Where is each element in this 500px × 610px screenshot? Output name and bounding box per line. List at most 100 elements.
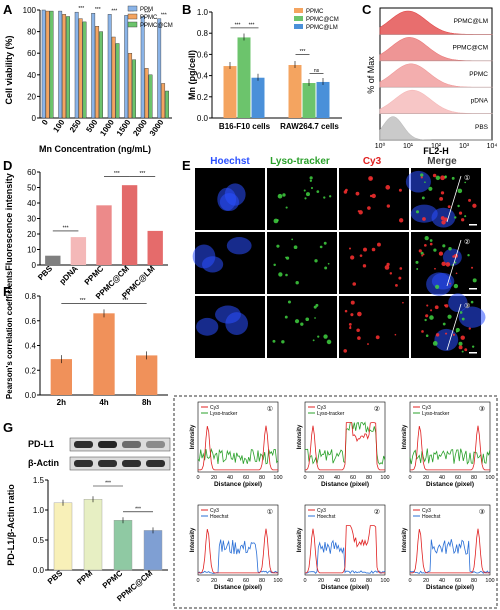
micrograph-puncta bbox=[398, 188, 402, 192]
profile-line bbox=[446, 303, 462, 351]
panel-a-significance: *** bbox=[161, 13, 167, 19]
panel-b-legend-swatch bbox=[294, 16, 303, 21]
profile-marker: ③ bbox=[479, 508, 485, 516]
micrograph-puncta bbox=[470, 300, 474, 304]
profile-curve-cy3 bbox=[304, 525, 385, 574]
profile-xtick-label: 0 bbox=[196, 578, 199, 584]
panel-g-significance: *** bbox=[105, 481, 111, 487]
micrograph-puncta bbox=[395, 283, 398, 287]
micrograph-puncta bbox=[424, 244, 427, 247]
micrograph-puncta bbox=[432, 341, 438, 346]
micrograph-puncta bbox=[471, 345, 475, 348]
panel-f-bar bbox=[93, 313, 115, 395]
panel-a-bar bbox=[95, 26, 100, 119]
profile-curve-secondary bbox=[409, 539, 491, 574]
micrograph-puncta bbox=[425, 334, 429, 337]
micrograph-puncta bbox=[300, 322, 304, 326]
panel-a-bar bbox=[49, 10, 54, 119]
micrograph-puncta bbox=[445, 262, 451, 267]
profile-xtick-label: 100 bbox=[273, 578, 282, 584]
micrograph-puncta bbox=[451, 176, 455, 180]
micrograph-puncta bbox=[348, 247, 352, 250]
panel-a-ylabel: Cell viability (%) bbox=[4, 35, 14, 104]
micrograph-puncta bbox=[429, 315, 434, 320]
micrograph-puncta bbox=[348, 322, 352, 326]
panel-c-xtick-label: 10¹ bbox=[403, 143, 414, 150]
micrograph-puncta bbox=[452, 333, 456, 336]
panel-d-ytick-label: 10 bbox=[27, 246, 36, 255]
panel-a-significance: *** bbox=[128, 9, 134, 15]
profile-ylabel: Intensity bbox=[190, 424, 196, 449]
micrograph-puncta bbox=[385, 185, 391, 190]
panel-letter-b: B bbox=[182, 2, 191, 17]
panel-a-xtick-label: 500 bbox=[84, 118, 99, 135]
micrograph-puncta bbox=[441, 220, 446, 225]
panel-a-ytick-label: 60 bbox=[27, 49, 36, 58]
profile-marker: ② bbox=[374, 405, 380, 413]
micrograph-puncta bbox=[468, 327, 471, 330]
panel-a-ytick-label: 100 bbox=[23, 6, 37, 15]
panel-g-bar bbox=[83, 499, 103, 571]
micrograph-puncta bbox=[375, 335, 380, 340]
micrograph-puncta bbox=[315, 303, 319, 307]
micrograph-puncta bbox=[435, 333, 440, 337]
blot-pdl1-band bbox=[74, 441, 93, 448]
blot-pdl1-band bbox=[98, 441, 117, 448]
profile-line bbox=[446, 175, 462, 223]
panel-d-ytick-label: 20 bbox=[27, 230, 36, 239]
micrograph-puncta bbox=[350, 313, 354, 317]
blot-actin-band bbox=[98, 460, 117, 467]
profile-xtick-label: 100 bbox=[380, 475, 389, 481]
micrograph-puncta bbox=[464, 215, 467, 218]
panel-b-chart: Mn (pg/cell) 0.0 0.2 0.4 0.6 0.8 1.0 B16-F10 c… bbox=[187, 8, 342, 131]
micrograph-puncta bbox=[447, 314, 452, 319]
profile-marker: ③ bbox=[479, 405, 485, 413]
micrograph-puncta bbox=[460, 335, 465, 340]
micrograph-puncta bbox=[384, 265, 390, 270]
panel-a-bar bbox=[45, 10, 50, 119]
panel-a-bar bbox=[157, 18, 162, 119]
panel-f-xtick-label: 4h bbox=[99, 398, 108, 407]
panel-a-bar bbox=[165, 90, 169, 119]
profile-plot-frame bbox=[197, 504, 279, 576]
micrograph-puncta bbox=[445, 332, 448, 335]
panel-a-bar bbox=[41, 9, 46, 119]
col-label-hoechst: Hoechst bbox=[210, 156, 250, 167]
micrograph-puncta bbox=[369, 194, 373, 198]
panel-b-ytick-label: 0.0 bbox=[197, 114, 209, 123]
panel-a-xtick-label: 250 bbox=[68, 118, 83, 135]
panel-a-xtick-label: 1500 bbox=[115, 118, 133, 138]
micrograph-puncta bbox=[434, 305, 439, 310]
profile-xtick-label: 0 bbox=[408, 578, 411, 584]
micrograph-puncta bbox=[447, 205, 451, 209]
micrograph-nucleus bbox=[458, 306, 486, 328]
panel-a-bar bbox=[132, 59, 136, 119]
blot-pdl1-band bbox=[146, 441, 165, 448]
micrograph-puncta bbox=[418, 249, 422, 253]
profile-xtick-label: 0 bbox=[196, 475, 199, 481]
micrograph-puncta bbox=[368, 176, 373, 181]
micrograph-puncta bbox=[467, 254, 470, 257]
panel-a-legend-swatch bbox=[127, 21, 138, 28]
micrograph-puncta bbox=[278, 272, 283, 277]
profile-xtick-label: 80 bbox=[259, 578, 265, 584]
micrograph-tile bbox=[339, 232, 409, 294]
panel-g-xtick-label: PBS bbox=[46, 568, 65, 586]
profile-legend-label: Lyso-tracker bbox=[422, 411, 450, 417]
panel-d-ytick-label: 30 bbox=[27, 215, 36, 224]
panel-b-significance: ns bbox=[314, 68, 320, 74]
profile-plot-frame bbox=[409, 504, 491, 576]
profile-curve-cy3 bbox=[198, 425, 278, 471]
profile-curve-secondary bbox=[197, 447, 279, 465]
micrograph-puncta bbox=[439, 196, 444, 201]
blot-strip bbox=[69, 456, 171, 471]
micrograph-puncta bbox=[303, 189, 306, 192]
micrograph-puncta bbox=[328, 195, 332, 198]
micrograph-puncta bbox=[349, 325, 352, 328]
panel-c-xtick-label: 10⁰ bbox=[375, 142, 386, 150]
micrograph-nucleus bbox=[410, 204, 438, 223]
panel-b-bar bbox=[223, 66, 237, 118]
micrograph-puncta bbox=[343, 190, 348, 194]
panel-f-ytick-label: 0.2 bbox=[25, 366, 37, 375]
micrograph-puncta bbox=[460, 218, 465, 222]
